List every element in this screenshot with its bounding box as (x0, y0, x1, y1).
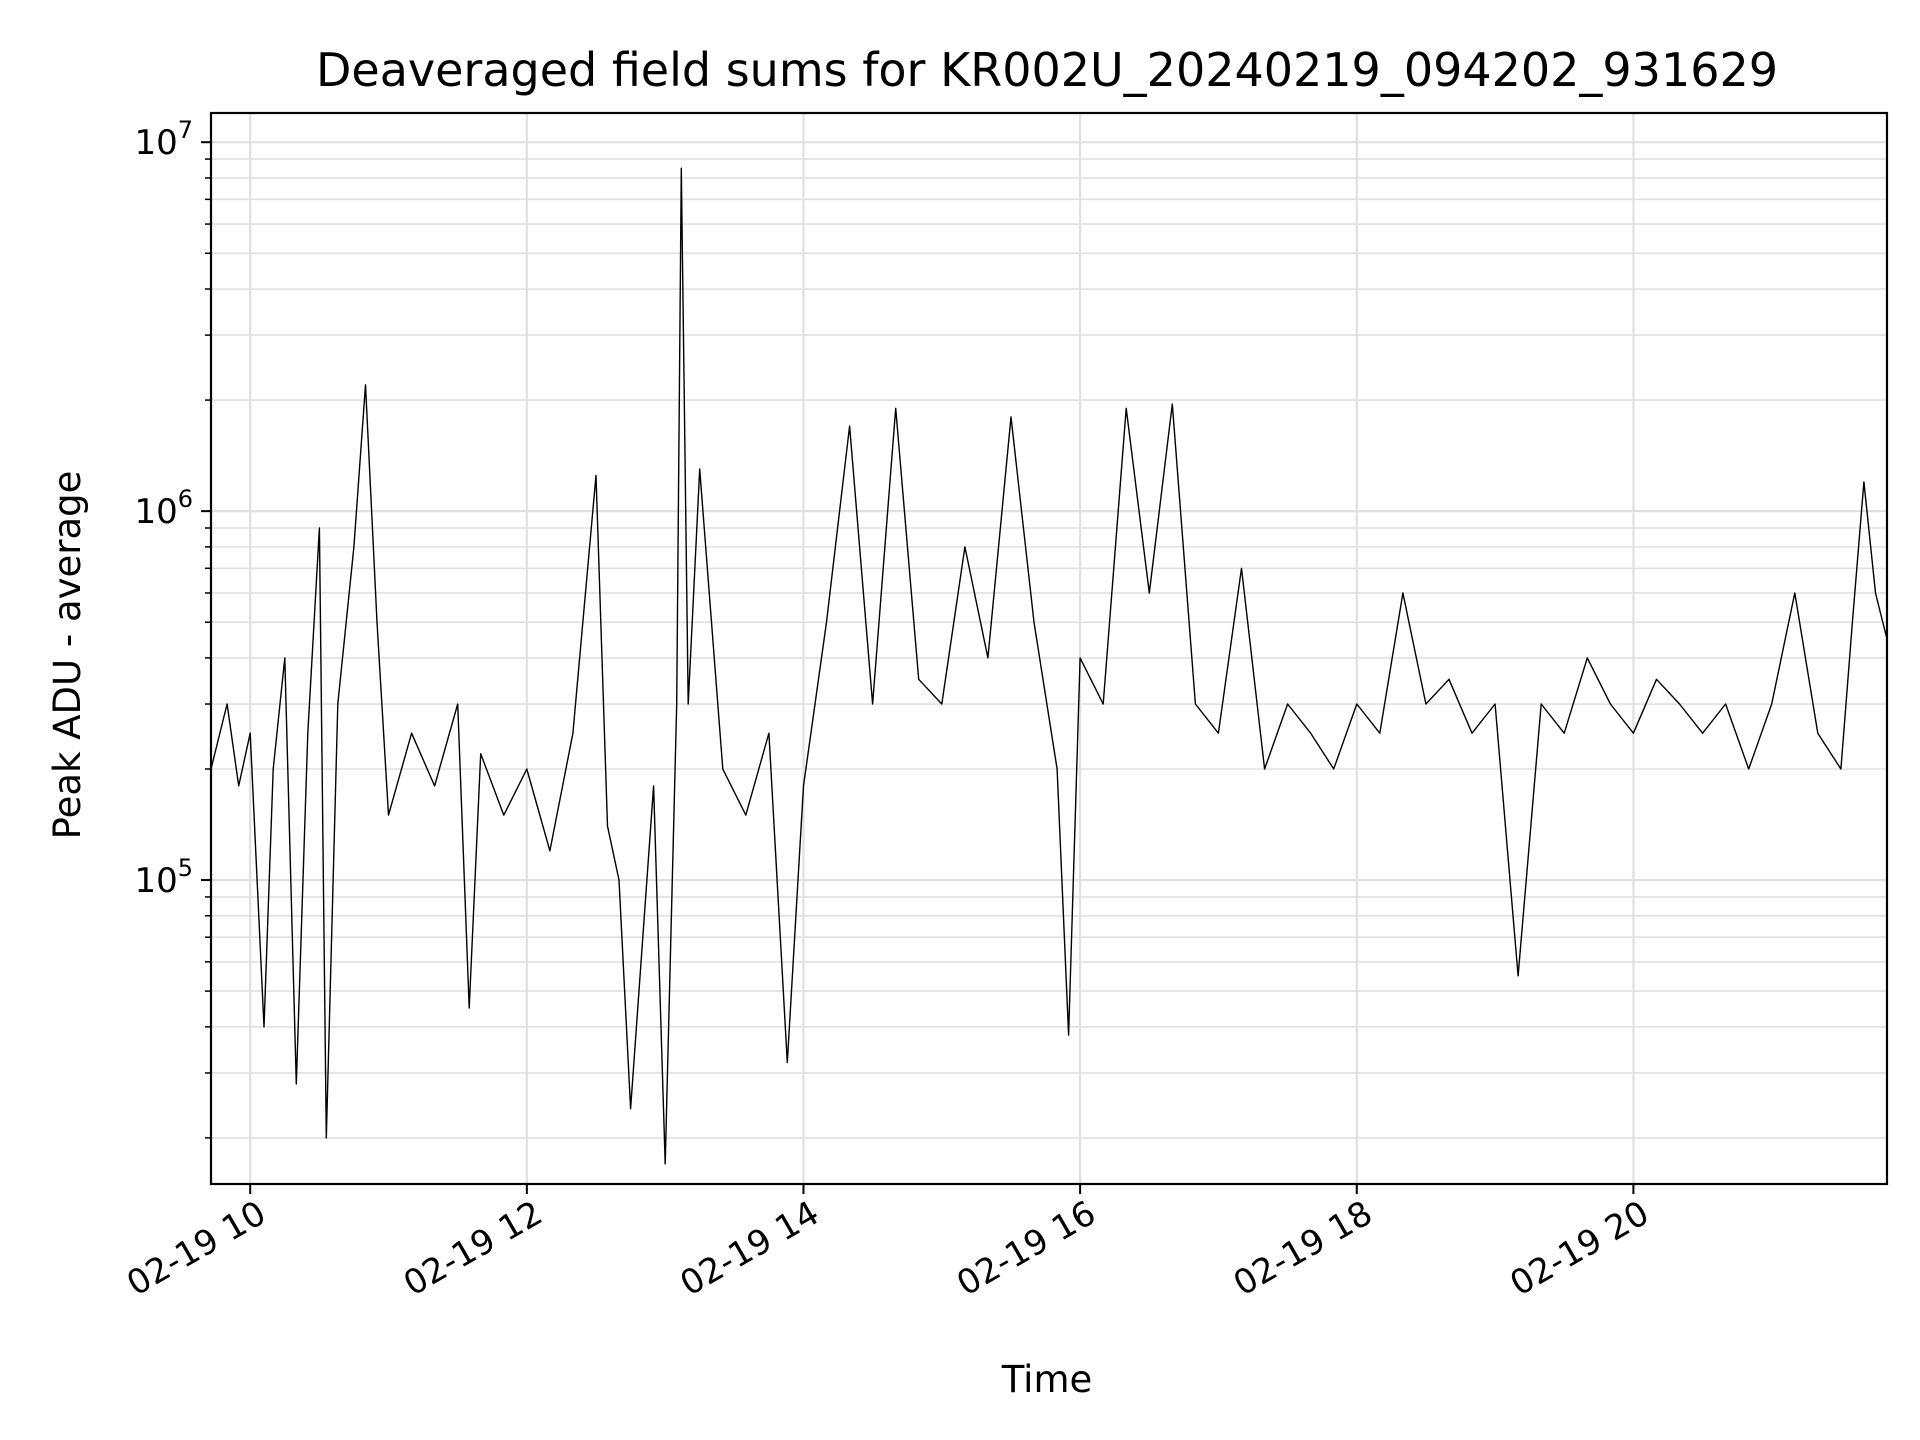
y-tick-label: 107 (134, 116, 193, 163)
plot-frame (209, 111, 1889, 1186)
series-line (210, 167, 1888, 1165)
chart-title: Deaveraged field sums for KR002U_2024021… (316, 43, 1778, 97)
y-tick-label: 106 (134, 485, 193, 532)
series-layer (210, 167, 1888, 1165)
y-axis-label: Peak ADU - average (46, 471, 89, 840)
y-tick-label: 105 (134, 854, 193, 901)
x-axis-label: Time (1001, 1358, 1093, 1401)
grid (211, 113, 1887, 1184)
